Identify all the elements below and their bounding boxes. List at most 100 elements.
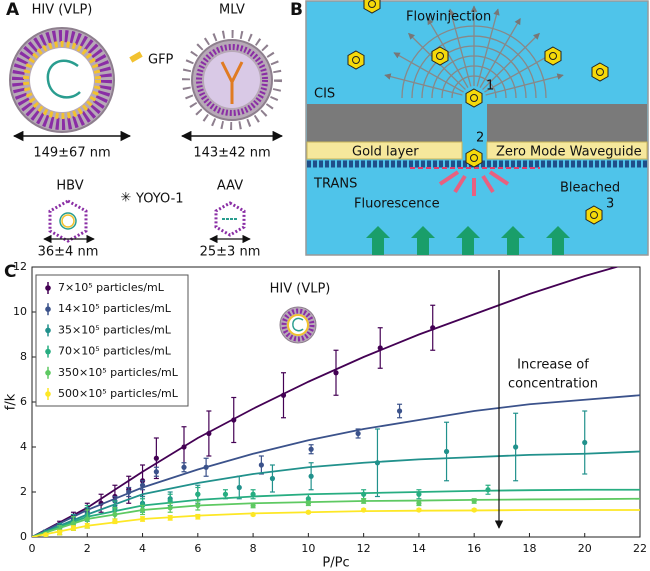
zmw-label: Zero Mode Waveguide	[496, 145, 642, 160]
hbv-dye	[61, 214, 75, 228]
panel-label: B	[290, 0, 303, 20]
legend-entries: 7×10⁵ particles/mL 14×10⁵ particles/mL 35×…	[45, 281, 179, 400]
flow-ray	[479, 17, 521, 88]
particle	[465, 88, 483, 108]
yoyo-icon: ✳	[121, 191, 132, 206]
y-tick-label: 8	[20, 350, 27, 363]
membrane	[487, 104, 647, 142]
point	[250, 502, 256, 509]
yoyo-label: YOYO-1	[135, 192, 184, 207]
point	[361, 507, 367, 513]
point	[195, 502, 201, 509]
fluorescence-rays	[438, 170, 510, 196]
particle	[585, 205, 603, 225]
point	[139, 507, 146, 513]
hbv-label: HBV	[56, 179, 83, 194]
hiv-rna	[46, 59, 81, 99]
legend-label: 35×10⁵ particles/mL	[58, 323, 172, 336]
x-tick-label: 8	[250, 542, 257, 555]
point	[305, 500, 311, 506]
x-tick-label: 0	[29, 542, 36, 555]
membrane	[307, 104, 462, 142]
y-tick-label: 12	[13, 260, 27, 273]
particle	[544, 46, 562, 66]
point	[377, 345, 383, 351]
x-tick-label: 2	[84, 542, 91, 555]
legend-marker	[45, 327, 51, 334]
legend-marker	[45, 391, 51, 397]
y-tick-label: 6	[20, 395, 27, 408]
point	[203, 464, 209, 470]
hbv-size: 36±4 nm	[38, 245, 99, 260]
legend-label: 7×10⁵ particles/mL	[58, 281, 165, 294]
aav-label: AAV	[217, 179, 243, 194]
fit-line	[32, 488, 640, 537]
hiv-size: 149±67 nm	[33, 146, 110, 161]
point	[280, 392, 287, 398]
point	[250, 491, 256, 497]
hbv-particle	[48, 199, 88, 243]
legend-label: 350×10⁵ particles/mL	[58, 366, 179, 379]
mlv-ring	[196, 44, 268, 116]
point	[513, 444, 519, 450]
bleached-label: Bleached	[560, 181, 620, 196]
hiv-label: HIV (VLP)	[32, 3, 93, 18]
x-tick-label: 16	[467, 542, 481, 555]
point	[153, 469, 159, 475]
point	[84, 516, 90, 522]
hiv-gfp-ring	[23, 41, 101, 119]
y-axis-label: f/k	[4, 393, 19, 410]
point	[167, 498, 173, 504]
aav-size: 25±3 nm	[200, 245, 261, 260]
point	[355, 430, 361, 437]
point	[222, 491, 229, 497]
light-arrows	[366, 226, 570, 255]
vlp-icon	[279, 306, 317, 344]
fit-line	[32, 497, 640, 537]
legend-marker	[45, 285, 51, 291]
gold-label: Gold layer	[352, 145, 419, 160]
point	[416, 491, 422, 497]
gold-layer	[486, 141, 648, 160]
point	[112, 518, 118, 524]
point	[374, 460, 381, 466]
point	[57, 529, 63, 536]
legend-label: 70×10⁵ particles/mL	[58, 345, 172, 358]
legend-label: 14×10⁵ particles/mL	[58, 302, 172, 315]
particle	[347, 50, 365, 70]
trans-label: TRANS	[313, 177, 357, 192]
legend-label: 500×10⁵ particles/mL	[58, 387, 179, 400]
point	[582, 439, 588, 446]
plot-area	[32, 267, 640, 537]
point	[308, 473, 314, 479]
axes: 0 2 4 6 8 10 12 14 16 18 20 22 0 2 4 6 8 10 12	[13, 260, 647, 555]
point	[181, 464, 187, 470]
point	[231, 417, 237, 423]
point	[139, 516, 146, 522]
point	[84, 523, 90, 529]
flow-ray	[482, 32, 540, 91]
point	[305, 496, 311, 502]
x-tick-label: 6	[194, 542, 201, 555]
hiv-ring	[12, 30, 112, 130]
panel-c: C 0 2 4 6 8 10 12 14 16 18 20 22 0 2 4 6 8 10 12 HIV (VLP)…	[4, 260, 648, 571]
gold-layer	[306, 141, 463, 160]
fluorescence-label: Fluorescence	[354, 197, 440, 212]
point	[43, 532, 49, 537]
particle	[431, 46, 449, 66]
y-tick-label: 0	[20, 530, 27, 543]
point	[236, 484, 242, 491]
point	[167, 505, 173, 511]
x-tick-label: 12	[357, 542, 371, 555]
y-tick-label: 4	[20, 440, 27, 453]
point	[70, 520, 77, 527]
x-tick-label: 22	[633, 542, 647, 555]
point	[269, 475, 276, 482]
point	[361, 491, 367, 497]
panel-a: A HIV (VLP) GFP MLV 149±67 nm 143±42 nm …	[6, 0, 284, 260]
mlv-size: 143±42 nm	[193, 146, 270, 161]
particle	[465, 148, 483, 168]
flow-ray	[476, 8, 500, 87]
hbv-dna	[59, 212, 77, 230]
step-label: 2	[476, 131, 484, 146]
